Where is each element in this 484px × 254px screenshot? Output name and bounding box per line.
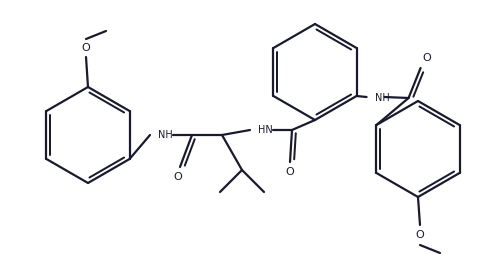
Text: NH: NH [158,130,172,140]
Text: O: O [285,167,294,177]
Text: O: O [173,172,182,182]
Text: NH: NH [374,93,389,103]
Text: O: O [422,53,430,63]
Text: HN: HN [257,125,272,135]
Text: O: O [415,230,424,240]
Text: O: O [81,43,90,53]
